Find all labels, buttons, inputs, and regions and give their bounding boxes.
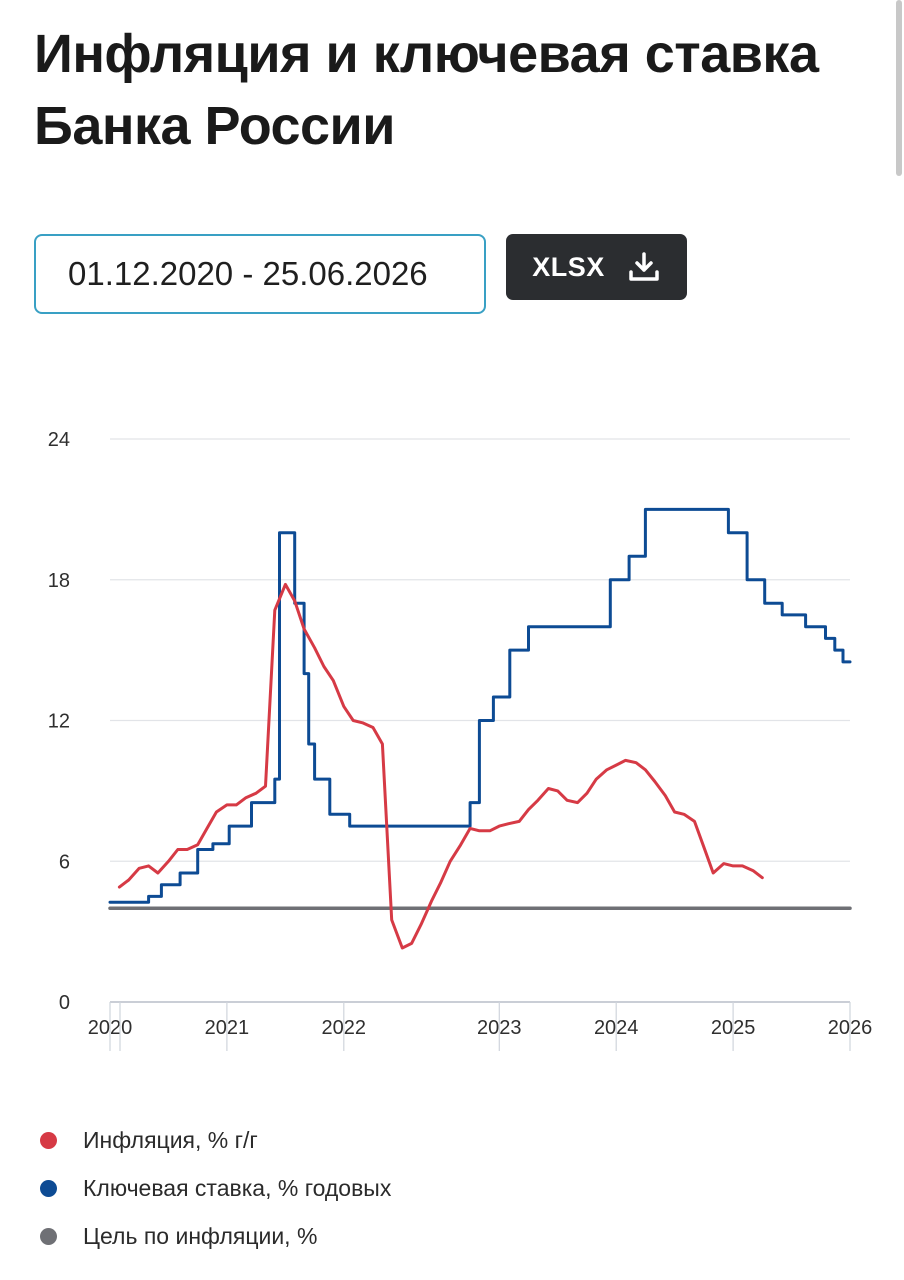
download-icon bbox=[629, 252, 659, 281]
page-title: Инфляция и ключевая ставка Банка России bbox=[34, 24, 819, 156]
page-scrollbar[interactable] bbox=[896, 0, 902, 176]
chart-legend: Инфляция, % г/г Ключевая ставка, % годов… bbox=[40, 1116, 391, 1260]
inflation-series-line bbox=[117, 582, 764, 950]
target-dot-icon bbox=[40, 1227, 57, 1245]
legend-item-target[interactable]: Цель по инфляции, % bbox=[40, 1212, 391, 1260]
x-tick-label: 2025 bbox=[711, 1017, 756, 1039]
xlsx-download-button[interactable]: XLSX bbox=[506, 234, 687, 300]
legend-label-key-rate: Ключевая ставка, % годовых bbox=[83, 1174, 392, 1201]
legend-label-target: Цель по инфляции, % bbox=[83, 1222, 318, 1249]
legend-label-inflation: Инфляция, % г/г bbox=[83, 1126, 258, 1153]
y-tick-label: 12 bbox=[48, 711, 70, 733]
xlsx-label: XLSX bbox=[532, 251, 605, 282]
x-tick-label: 2020 bbox=[88, 1017, 133, 1039]
inflation-dot-icon bbox=[40, 1131, 57, 1149]
x-tick-label: 2021 bbox=[205, 1017, 250, 1039]
x-tick-label: 2023 bbox=[477, 1017, 522, 1039]
legend-item-key-rate[interactable]: Ключевая ставка, % годовых bbox=[40, 1164, 391, 1212]
y-tick-label: 18 bbox=[48, 570, 70, 592]
legend-item-inflation[interactable]: Инфляция, % г/г bbox=[40, 1116, 391, 1164]
y-tick-label: 6 bbox=[59, 851, 70, 873]
inflation-rate-chart: 0 6 12 18 24 2020 2021 2022 2023 2024 2025 2026 bbox=[48, 429, 873, 1051]
key-rate-series-line bbox=[108, 507, 852, 904]
x-tick-label: 2026 bbox=[828, 1017, 873, 1039]
x-tick-label: 2024 bbox=[594, 1017, 639, 1039]
key-rate-dot-icon bbox=[40, 1179, 57, 1197]
y-tick-label: 24 bbox=[48, 429, 70, 451]
y-tick-label: 0 bbox=[59, 992, 70, 1014]
x-tick-label: 2022 bbox=[322, 1017, 367, 1039]
date-range-input[interactable]: 01.12.2020 - 25.06.2026 bbox=[34, 234, 486, 314]
